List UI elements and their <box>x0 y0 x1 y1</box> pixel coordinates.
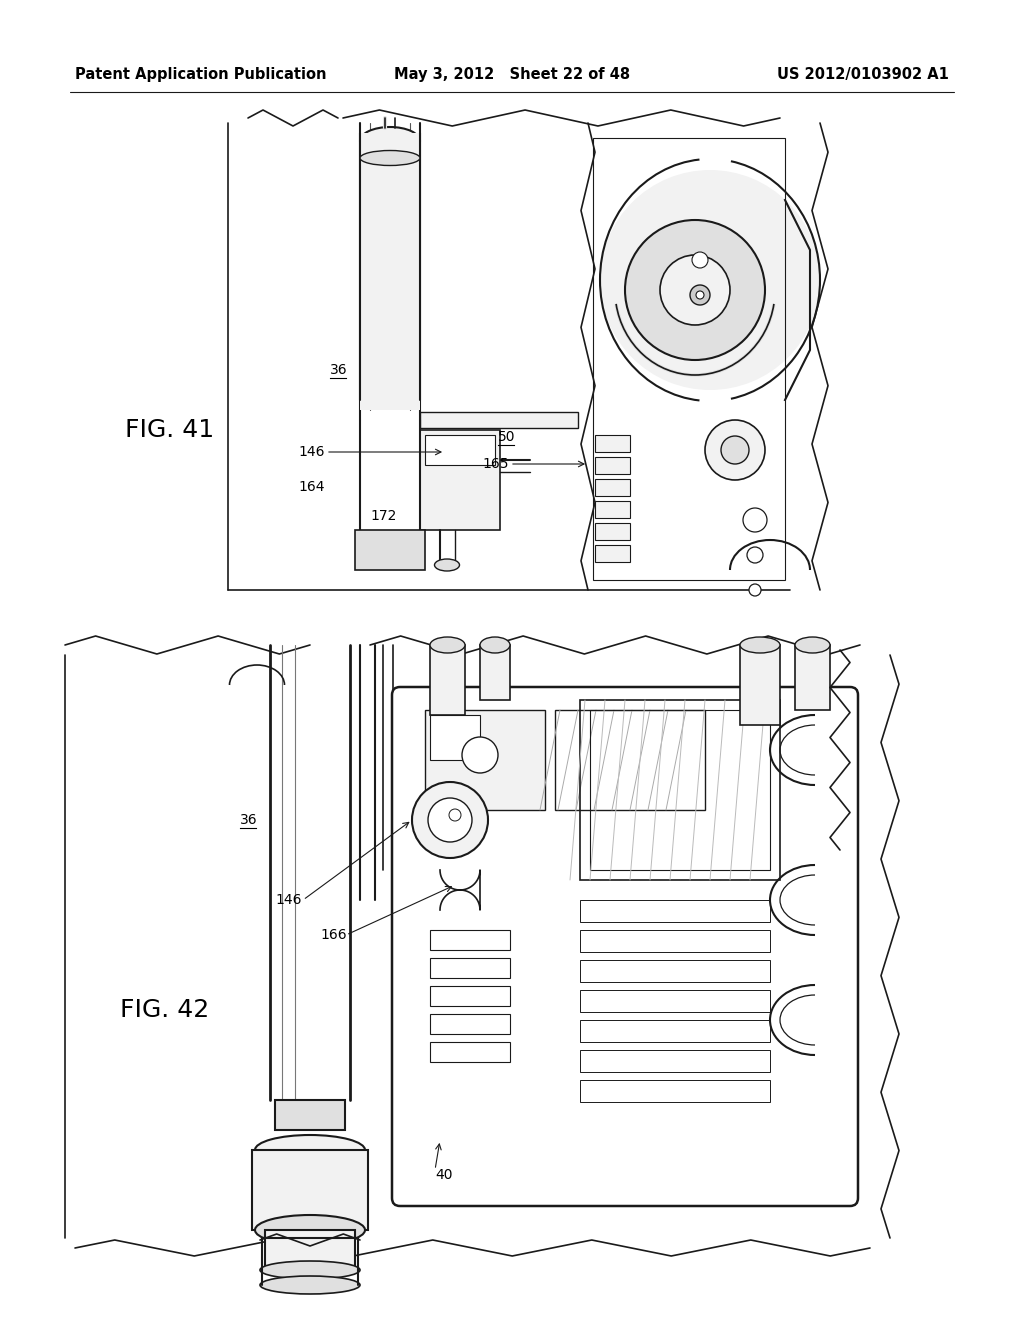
Circle shape <box>721 436 749 465</box>
Text: 146: 146 <box>298 445 325 459</box>
Bar <box>555 710 705 810</box>
Bar <box>360 133 420 411</box>
Bar <box>355 531 425 570</box>
Bar <box>595 436 630 451</box>
Ellipse shape <box>434 558 460 572</box>
Wedge shape <box>600 170 820 389</box>
Bar <box>252 1150 368 1230</box>
Circle shape <box>449 809 461 821</box>
Bar <box>740 645 780 725</box>
Bar <box>275 1100 345 1130</box>
Ellipse shape <box>255 1214 365 1245</box>
Circle shape <box>462 737 498 774</box>
Circle shape <box>412 781 488 858</box>
Circle shape <box>743 508 767 532</box>
Bar <box>580 1049 770 1072</box>
Bar <box>480 645 510 700</box>
Ellipse shape <box>430 638 465 653</box>
Bar <box>580 1080 770 1102</box>
Ellipse shape <box>360 127 420 154</box>
Bar <box>430 715 480 760</box>
Bar <box>425 436 495 465</box>
Circle shape <box>690 285 710 305</box>
Text: 36: 36 <box>240 813 258 828</box>
Bar <box>430 931 510 950</box>
Text: FIG. 41: FIG. 41 <box>125 418 214 442</box>
Ellipse shape <box>360 150 420 165</box>
Text: 172: 172 <box>370 510 396 523</box>
Bar <box>595 545 630 562</box>
Bar <box>425 710 545 810</box>
Bar <box>593 139 785 579</box>
Circle shape <box>749 583 761 597</box>
Bar <box>430 1014 510 1034</box>
Ellipse shape <box>740 638 780 653</box>
Ellipse shape <box>795 638 830 653</box>
Bar <box>430 958 510 978</box>
Circle shape <box>705 420 765 480</box>
Circle shape <box>625 220 765 360</box>
Ellipse shape <box>480 638 510 653</box>
Bar <box>595 479 630 496</box>
Circle shape <box>692 252 708 268</box>
Text: US 2012/0103902 A1: US 2012/0103902 A1 <box>777 67 949 82</box>
Bar <box>265 1230 355 1270</box>
Bar <box>420 430 500 531</box>
Bar <box>580 700 780 880</box>
Text: 36: 36 <box>330 363 347 378</box>
Circle shape <box>746 546 763 564</box>
Bar <box>795 645 830 710</box>
Circle shape <box>428 799 472 842</box>
Text: 40: 40 <box>435 1168 453 1181</box>
Circle shape <box>696 290 705 300</box>
Bar <box>595 457 630 474</box>
Text: 166: 166 <box>319 928 347 942</box>
Text: May 3, 2012   Sheet 22 of 48: May 3, 2012 Sheet 22 of 48 <box>394 67 630 82</box>
Text: 146: 146 <box>275 894 301 907</box>
Ellipse shape <box>255 1135 365 1166</box>
Bar <box>595 523 630 540</box>
Bar <box>595 502 630 517</box>
Text: Patent Application Publication: Patent Application Publication <box>75 67 327 82</box>
Text: 50: 50 <box>498 430 515 444</box>
Bar <box>580 900 770 921</box>
Bar <box>420 412 578 428</box>
Bar <box>580 990 770 1012</box>
Bar <box>580 960 770 982</box>
Ellipse shape <box>260 1261 360 1279</box>
Text: FIG. 42: FIG. 42 <box>120 998 209 1022</box>
Bar <box>580 1020 770 1041</box>
Ellipse shape <box>260 1276 360 1294</box>
Circle shape <box>660 255 730 325</box>
Text: 165: 165 <box>482 457 509 471</box>
Bar <box>430 986 510 1006</box>
Text: 164: 164 <box>298 480 325 494</box>
Bar <box>580 931 770 952</box>
Bar <box>430 1041 510 1063</box>
FancyBboxPatch shape <box>392 686 858 1206</box>
Bar <box>590 710 770 870</box>
Bar <box>430 645 465 715</box>
